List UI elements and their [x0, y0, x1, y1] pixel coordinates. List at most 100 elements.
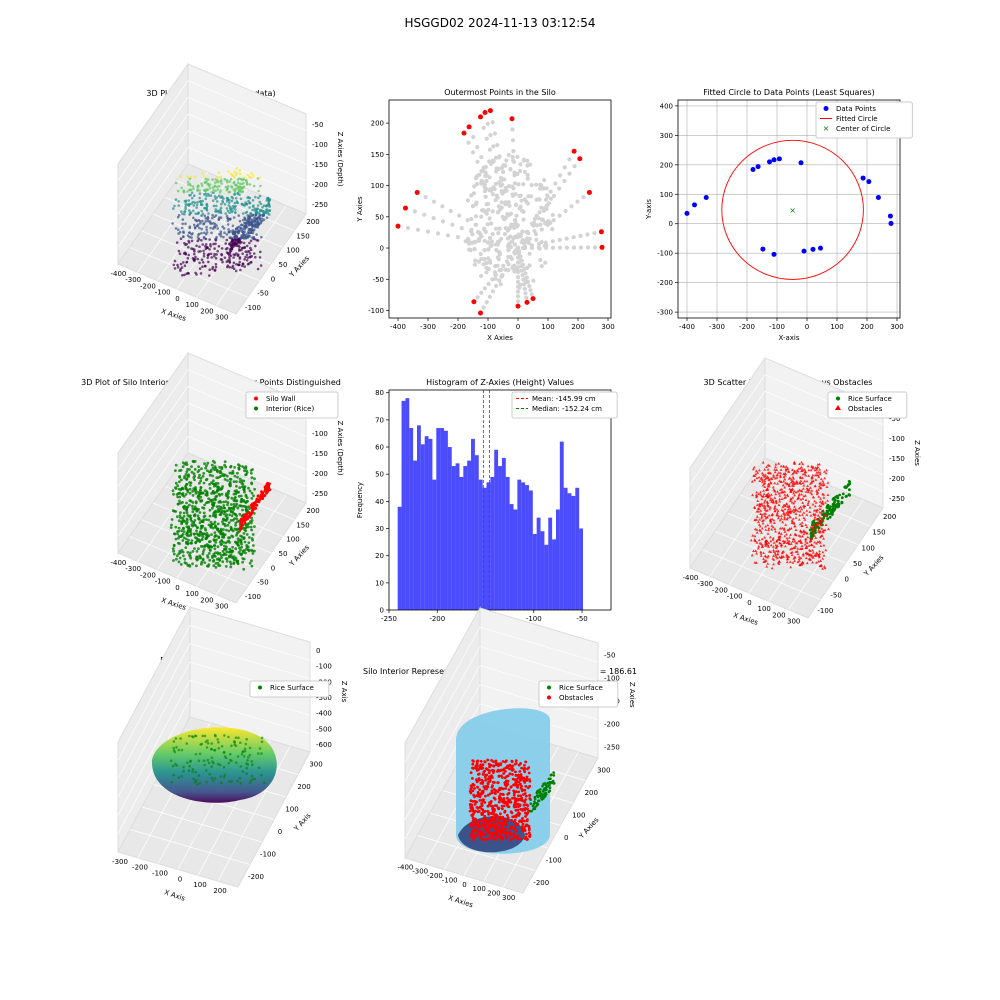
data-point [592, 231, 597, 236]
obstacle-point [520, 766, 523, 770]
data-point [186, 180, 190, 184]
data-point [502, 177, 507, 182]
data-point [485, 201, 491, 206]
data-point [507, 203, 512, 208]
wall-point [241, 523, 245, 527]
outermost-point [515, 303, 521, 309]
rice-point [172, 740, 176, 743]
interior-point [174, 487, 178, 490]
data-point [542, 178, 547, 183]
obstacle-point [783, 473, 787, 477]
interior-point [210, 545, 214, 549]
obstacle-point [806, 503, 810, 506]
x-tick-label: 0 [462, 881, 466, 889]
rice-point [550, 780, 553, 784]
interior-point [226, 540, 230, 543]
data-point [173, 267, 177, 270]
data-point [232, 256, 235, 259]
data-point [206, 256, 209, 260]
data-point [539, 217, 545, 222]
data-point [866, 179, 872, 185]
interior-point [183, 557, 187, 561]
obstacle-point [761, 521, 765, 525]
data-point [486, 207, 491, 212]
rice-point [244, 742, 248, 746]
data-point [520, 229, 525, 234]
obstacle-point [527, 831, 531, 835]
obstacle-point [809, 539, 813, 543]
obstacle-point [503, 810, 507, 814]
data-point [544, 221, 549, 226]
obstacle-point [475, 778, 478, 782]
data-point [223, 231, 226, 234]
obstacle-point [511, 764, 515, 768]
interior-point [171, 489, 175, 493]
data-point [252, 204, 255, 207]
rice-point [239, 765, 243, 768]
obstacle-point [491, 810, 495, 814]
data-point [209, 243, 212, 246]
obstacle-point [484, 818, 488, 821]
data-point [200, 182, 203, 185]
data-point [214, 197, 217, 200]
rice-point [198, 782, 202, 785]
obstacle-point [469, 784, 473, 788]
interior-point [223, 478, 227, 481]
interior-point [214, 551, 217, 555]
obstacle-point [785, 502, 788, 505]
data-point [204, 177, 208, 181]
data-point [213, 252, 216, 256]
x-tick-label: -400 [397, 863, 413, 871]
legend-label: Interior (Rice) [266, 405, 314, 413]
obstacle-point [781, 483, 785, 487]
histogram-bar [440, 428, 445, 610]
data-point [202, 254, 206, 258]
data-point [562, 178, 567, 184]
obstacle-point [506, 792, 510, 796]
data-point [497, 278, 502, 283]
rice-point [253, 777, 257, 781]
data-point [236, 226, 239, 229]
interior-point [181, 493, 185, 497]
interior-point [218, 551, 222, 555]
obstacle-point [522, 807, 525, 811]
rice-point [245, 766, 249, 770]
obstacle-point [787, 482, 791, 486]
y-tick-label: 100 [285, 805, 298, 813]
interior-point [253, 525, 256, 528]
obstacle-point [782, 464, 785, 468]
obstacle-point [503, 776, 507, 780]
data-point [215, 176, 219, 180]
data-point [196, 224, 199, 228]
data-point [188, 231, 191, 234]
histogram-bar [486, 482, 491, 610]
interior-point [232, 480, 236, 483]
interior-point [190, 465, 193, 468]
interior-point [206, 469, 209, 472]
obstacle-point [776, 509, 780, 513]
data-point [517, 254, 522, 259]
rice-point [542, 782, 545, 786]
x-tick-label: 0 [175, 584, 179, 592]
obstacle-point [753, 527, 757, 531]
obstacle-point [525, 832, 528, 836]
obstacle-point [789, 533, 792, 536]
data-point [425, 229, 431, 234]
data-point [190, 239, 194, 243]
obstacle-point [511, 837, 515, 840]
x-tick-label: -100 [727, 593, 743, 601]
interior-point [185, 511, 189, 515]
interior-point [235, 528, 239, 532]
data-point [225, 207, 229, 210]
obstacle-point [802, 553, 805, 557]
interior-point [231, 545, 235, 549]
obstacle-point [492, 788, 496, 791]
interior-point [180, 522, 184, 526]
data-point [525, 172, 530, 178]
data-point [200, 258, 204, 262]
interior-point [238, 512, 242, 516]
data-point [268, 205, 271, 208]
data-point [888, 220, 894, 226]
interior-point [178, 542, 181, 546]
data-point [486, 240, 491, 245]
